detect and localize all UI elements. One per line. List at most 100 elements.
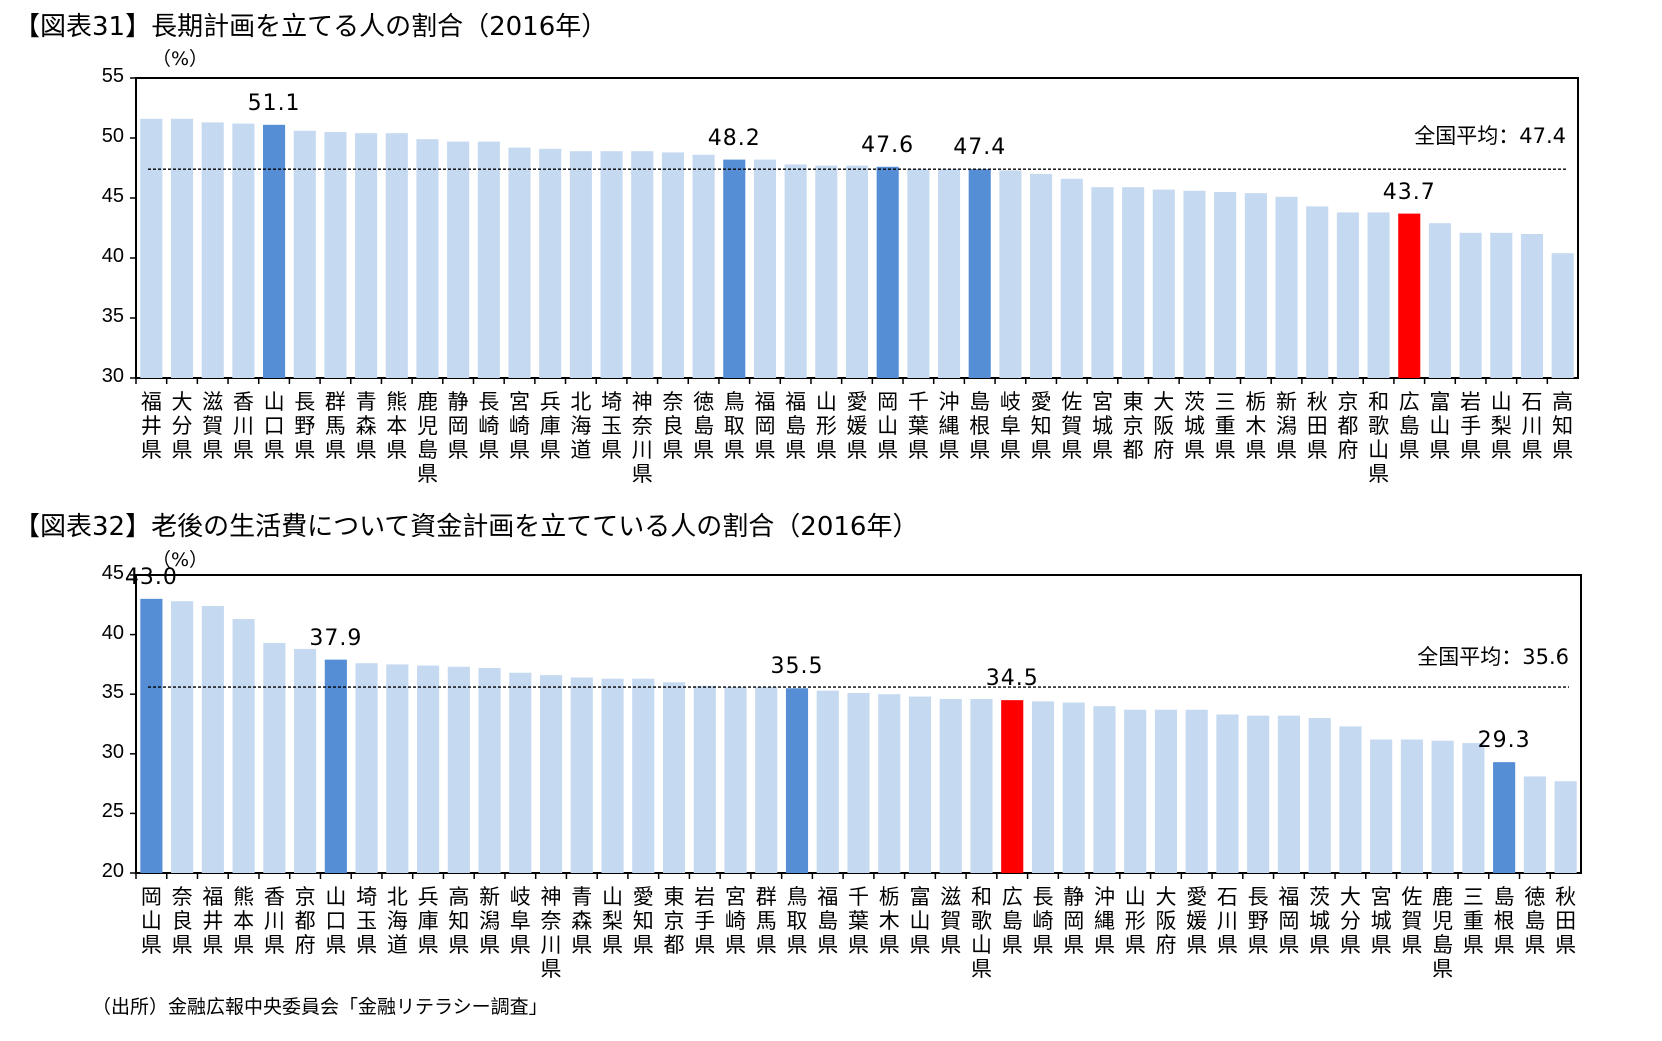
bar-三重県 — [1214, 192, 1237, 378]
x-tick-label: 栃木県 — [878, 885, 900, 957]
average-label: 全国平均：35.6 — [1417, 645, 1569, 669]
y-tick-label: 45 — [101, 185, 124, 207]
x-tick-label: 兵庫県 — [417, 885, 439, 957]
source-note: （出所）金融広報中央委員会「金融リテラシー調査」 — [92, 996, 548, 1018]
x-tick-label: 福岡県 — [1278, 885, 1300, 957]
bar-宮城県 — [1370, 739, 1393, 873]
bar-青森県 — [355, 133, 378, 378]
y-tick-label: 25 — [101, 800, 124, 823]
x-tick-label: 宮城県 — [1091, 390, 1113, 462]
x-tick-label: 沖縄県 — [938, 390, 960, 462]
x-tick-label: 富山県 — [909, 885, 931, 957]
bar-岐阜県 — [999, 170, 1022, 378]
x-tick-label: 奈良県 — [171, 885, 193, 957]
bar-富山県 — [1428, 223, 1451, 378]
bar-愛媛県 — [845, 165, 869, 378]
bar-長崎県 — [1031, 701, 1055, 873]
bar-山口県 — [324, 659, 347, 873]
x-tick-label: 愛媛県 — [846, 390, 868, 462]
bar-香川県 — [232, 123, 255, 378]
bar-奈良県 — [171, 601, 194, 873]
x-tick-label: 広島県 — [1398, 390, 1420, 462]
bar-高知県 — [1551, 253, 1574, 378]
bar-青森県 — [570, 677, 593, 873]
x-tick-label: 神奈川県 — [631, 390, 653, 486]
bar-岡山県 — [876, 166, 899, 378]
x-tick-label: 岐阜県 — [509, 885, 531, 957]
bar-兵庫県 — [539, 148, 562, 378]
x-tick-label: 山口県 — [325, 885, 347, 957]
bar-岡山県 — [140, 598, 163, 873]
bar-北海道 — [569, 151, 592, 378]
average-label: 全国平均：47.4 — [1414, 124, 1566, 148]
x-tick-label: 香川県 — [232, 390, 254, 462]
x-tick-label: 高知県 — [448, 885, 470, 957]
x-tick-label: 青森県 — [571, 885, 593, 957]
x-tick-label: 長崎県 — [1032, 885, 1054, 957]
bar-岐阜県 — [509, 672, 532, 873]
x-tick-label: 京都府 — [1337, 390, 1359, 462]
x-tick-label: 静岡県 — [447, 390, 469, 462]
data-label: 51.1 — [247, 90, 301, 116]
x-tick-label: 富山県 — [1429, 390, 1451, 462]
x-tick-label: 徳島県 — [1524, 885, 1546, 957]
x-tick-label: 三重県 — [1214, 390, 1236, 462]
x-tick-label: 大分県 — [1339, 885, 1361, 957]
bar-栃木県 — [878, 694, 901, 873]
bar-島根県 — [968, 169, 991, 378]
y-tick-label: 35 — [101, 681, 124, 704]
x-tick-label: 茨城県 — [1309, 885, 1331, 957]
bar-京都府 — [1336, 212, 1359, 378]
bar-埼玉県 — [355, 663, 378, 873]
bar-愛知県 — [1030, 174, 1053, 378]
data-label: 48.2 — [707, 125, 761, 151]
bar-沖縄県 — [937, 169, 961, 378]
bar-福井県 — [201, 605, 224, 873]
bar-富山県 — [908, 696, 932, 873]
x-tick-label: 千葉県 — [907, 390, 929, 462]
x-tick-label: 北海道 — [386, 885, 408, 957]
bar-東京都 — [1122, 187, 1145, 378]
bar-愛知県 — [632, 678, 655, 873]
x-tick-label: 京都府 — [294, 885, 316, 957]
data-label: 29.3 — [1477, 728, 1531, 754]
bar-山梨県 — [601, 678, 624, 873]
bar-和歌山県 — [1367, 212, 1390, 378]
bar-福岡県 — [753, 159, 777, 378]
bar-鹿児島県 — [416, 139, 439, 378]
bar-長崎県 — [477, 141, 500, 378]
bar-島根県 — [1493, 762, 1516, 873]
x-tick-label: 広島県 — [1001, 885, 1023, 957]
bar-三重県 — [1462, 743, 1485, 873]
bar-宮崎県 — [508, 147, 531, 378]
bar-福島県 — [784, 164, 807, 378]
x-tick-label: 佐賀県 — [1061, 390, 1083, 462]
x-tick-label: 千葉県 — [848, 885, 869, 957]
bar-香川県 — [263, 642, 286, 873]
bar-宮崎県 — [724, 687, 747, 873]
bar-徳島県 — [692, 154, 715, 378]
x-tick-label: 神奈川県 — [540, 885, 562, 981]
bar-石川県 — [1520, 234, 1544, 378]
y-tick-label: 30 — [101, 365, 124, 387]
bar-茨城県 — [1183, 190, 1206, 378]
x-tick-label: 愛知県 — [1030, 390, 1052, 462]
bar-鹿児島県 — [1431, 740, 1454, 873]
bar-徳島県 — [1523, 776, 1546, 873]
x-tick-label: 群馬県 — [755, 885, 777, 957]
bar-奈良県 — [661, 152, 684, 378]
bar-栃木県 — [1244, 193, 1267, 378]
bar-沖縄県 — [1093, 706, 1116, 873]
bar-高知県 — [447, 666, 470, 873]
bar-石川県 — [1216, 714, 1239, 873]
y-tick-label: 50 — [101, 125, 124, 147]
bar-佐賀県 — [1400, 739, 1423, 873]
x-tick-label: 福井県 — [202, 885, 224, 957]
x-tick-label: 徳島県 — [693, 390, 715, 462]
x-tick-label: 茨城県 — [1183, 390, 1205, 462]
x-tick-label: 山梨県 — [602, 885, 624, 957]
x-tick-label: 島根県 — [1493, 885, 1515, 957]
x-tick-label: 愛知県 — [632, 885, 654, 957]
bar-埼玉県 — [600, 151, 623, 378]
y-tick-label: 35 — [101, 305, 124, 327]
